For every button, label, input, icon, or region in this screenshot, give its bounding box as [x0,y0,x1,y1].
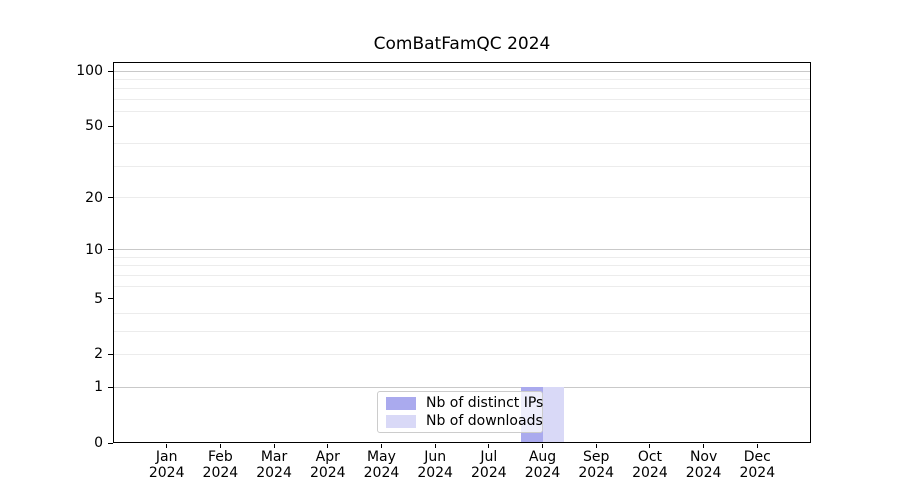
y-axis-tick-label: 10 [85,241,103,258]
y-axis-tick-label: 100 [76,63,103,79]
y-axis-tick [108,197,113,199]
minor-gridline [114,78,810,80]
month-label: Sep [583,449,610,465]
x-axis-tick [595,444,597,448]
year-label: 2024 [685,465,722,481]
year-label: 2024 [202,465,239,481]
x-axis-tick-label: May 2024 [349,449,413,481]
month-label: Feb [207,449,233,465]
legend-swatch-downloads [386,414,416,428]
month-label: Nov [689,449,718,465]
x-axis-tick [166,444,168,448]
legend-label-distinct-ips: Nb of distinct IPs [426,395,544,411]
x-axis-tick [219,444,221,448]
x-axis-tick-label: Jul 2024 [457,449,521,481]
y-axis-tick-label: 0 [94,435,103,451]
year-label: 2024 [148,465,185,481]
year-label: 2024 [256,465,292,481]
legend-label-downloads: Nb of downloads [426,413,543,429]
minor-gridline [114,285,810,287]
y-axis-tick-label: 50 [85,118,103,135]
legend: Nb of distinct IPs Nb of downloads [377,391,543,433]
minor-gridline [114,330,810,332]
major-gridline [114,70,810,72]
x-axis-tick [273,444,275,448]
x-axis-tick-label: Oct 2024 [618,449,682,481]
y-axis-tick-label: 1 [94,379,103,396]
y-axis-tick [108,298,113,300]
x-axis-tick [327,444,329,448]
y-axis-tick-label: 2 [94,346,103,363]
x-axis-tick-label: Sep 2024 [564,449,628,481]
x-axis-tick [649,444,651,448]
x-axis-tick-label: Jun 2024 [403,449,467,481]
y-axis-tick [108,386,113,388]
minor-gridline [114,256,810,258]
minor-gridline [114,265,810,267]
legend-entry-downloads: Nb of downloads [386,412,543,430]
month-label: Mar [260,449,288,465]
month-label: Jul [480,449,498,465]
minor-gridline [114,98,810,100]
y-axis-tick-label: 20 [85,189,103,206]
y-axis-tick-label: 5 [94,290,103,307]
x-axis-tick-label: Jan 2024 [135,449,199,481]
y-axis-tick [108,442,113,444]
minor-gridline [114,274,810,276]
x-axis-tick-label: Feb 2024 [188,449,252,481]
bar-downloads [542,387,564,442]
chart-title: ComBatFamQC 2024 [373,34,551,54]
x-axis-tick-label: Mar 2024 [242,449,306,481]
year-label: 2024 [363,465,400,481]
minor-gridline [114,197,810,199]
x-axis-tick-label: Dec 2024 [725,449,789,481]
month-label: Apr [315,449,340,465]
x-axis-tick [434,444,436,448]
y-axis-tick [108,353,113,355]
month-label: Aug [528,449,557,465]
major-gridline [114,249,810,251]
x-axis-tick-label: Nov 2024 [672,449,736,481]
minor-gridline [114,88,810,90]
x-axis-tick-label: Aug 2024 [511,449,575,481]
minor-gridline [114,353,810,355]
plot-area [113,62,811,443]
minor-gridline [114,312,810,314]
year-label: 2024 [309,465,346,481]
year-label: 2024 [471,465,507,481]
x-axis-tick-label: Apr 2024 [296,449,360,481]
minor-gridline [114,165,810,167]
y-axis-tick [108,125,113,127]
y-axis-tick [108,249,113,251]
legend-swatch-distinct-ips [386,396,416,410]
month-label: May [366,449,396,465]
year-label: 2024 [417,465,453,481]
x-axis-tick [756,444,758,448]
x-axis-tick [703,444,705,448]
month-label: Oct [637,449,663,465]
x-axis-tick [380,444,382,448]
year-label: 2024 [524,465,561,481]
month-label: Jun [424,449,447,465]
month-label: Dec [743,449,771,465]
x-axis-tick [488,444,490,448]
major-gridline [114,386,810,388]
year-label: 2024 [578,465,615,481]
x-axis-tick [542,444,544,448]
minor-gridline [114,111,810,113]
year-label: 2024 [739,465,776,481]
minor-gridline [114,143,810,145]
y-axis-tick [108,70,113,72]
year-label: 2024 [632,465,668,481]
legend-entry-distinct-ips: Nb of distinct IPs [386,394,543,412]
month-label: Jan [155,449,178,465]
